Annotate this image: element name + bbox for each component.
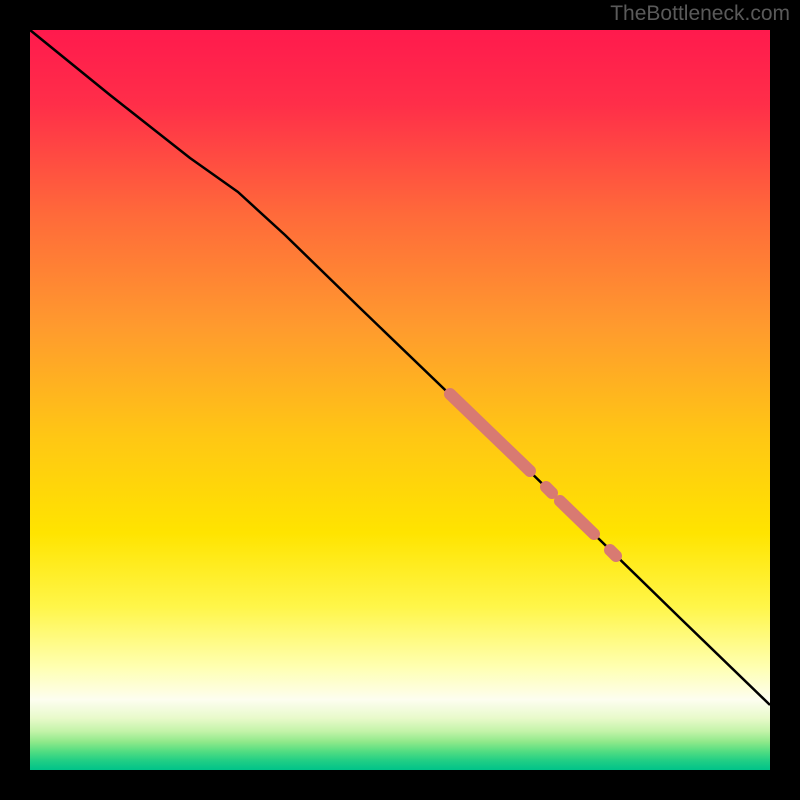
chart-container: TheBottleneck.com: [0, 0, 800, 800]
plot-background: [30, 30, 770, 770]
highlight-segment: [546, 487, 552, 493]
heatmap-chart: [0, 0, 800, 800]
watermark-text: TheBottleneck.com: [610, 2, 790, 26]
highlight-segment: [610, 550, 616, 556]
